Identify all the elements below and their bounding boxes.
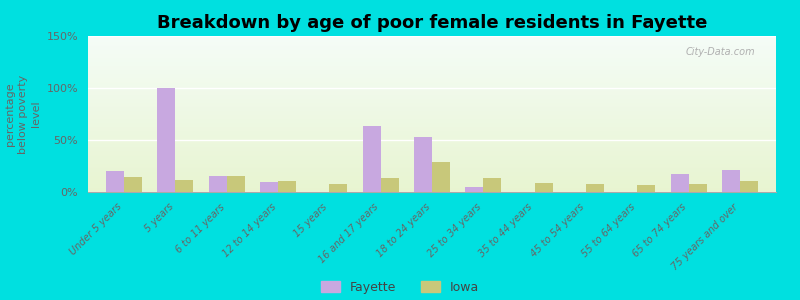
Bar	[106, 171, 124, 192]
Y-axis label: percentage
below poverty
level: percentage below poverty level	[5, 74, 41, 154]
Bar	[586, 184, 604, 192]
Bar	[483, 178, 502, 192]
Text: City-Data.com: City-Data.com	[686, 47, 755, 57]
Bar	[432, 162, 450, 192]
Bar	[670, 174, 689, 192]
Bar	[278, 181, 296, 192]
Bar	[534, 183, 553, 192]
Bar	[175, 179, 194, 192]
Bar	[740, 181, 758, 192]
Bar	[158, 88, 175, 192]
Title: Breakdown by age of poor female residents in Fayette: Breakdown by age of poor female resident…	[157, 14, 707, 32]
Bar	[466, 187, 483, 192]
Bar	[638, 185, 655, 192]
Legend: Fayette, Iowa: Fayette, Iowa	[321, 281, 479, 294]
Bar	[124, 177, 142, 192]
Bar	[381, 178, 398, 192]
Bar	[226, 176, 245, 192]
Bar	[722, 170, 740, 192]
Bar	[260, 182, 278, 192]
Bar	[209, 176, 226, 192]
Bar	[362, 127, 381, 192]
Bar	[414, 137, 432, 192]
Bar	[689, 184, 706, 192]
Bar	[330, 184, 347, 192]
